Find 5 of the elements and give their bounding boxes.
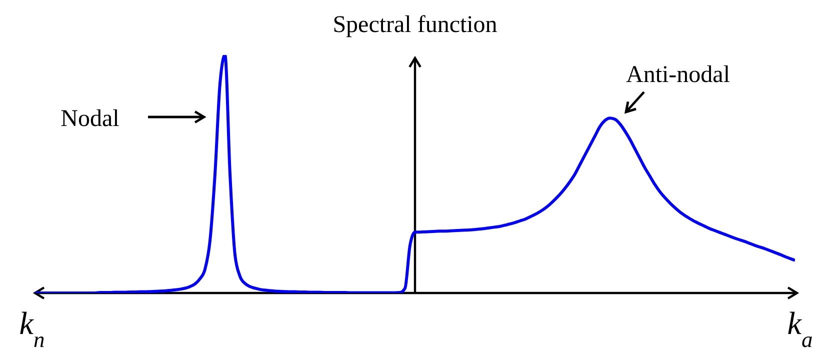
annotation: Anti-nodal [626, 62, 730, 88]
text: k$_{n}$ [19, 305, 45, 352]
text: k$_{a}$ [787, 305, 813, 352]
y-axis-title: Spectral function [332, 12, 498, 38]
annotation: Nodal [60, 106, 120, 132]
